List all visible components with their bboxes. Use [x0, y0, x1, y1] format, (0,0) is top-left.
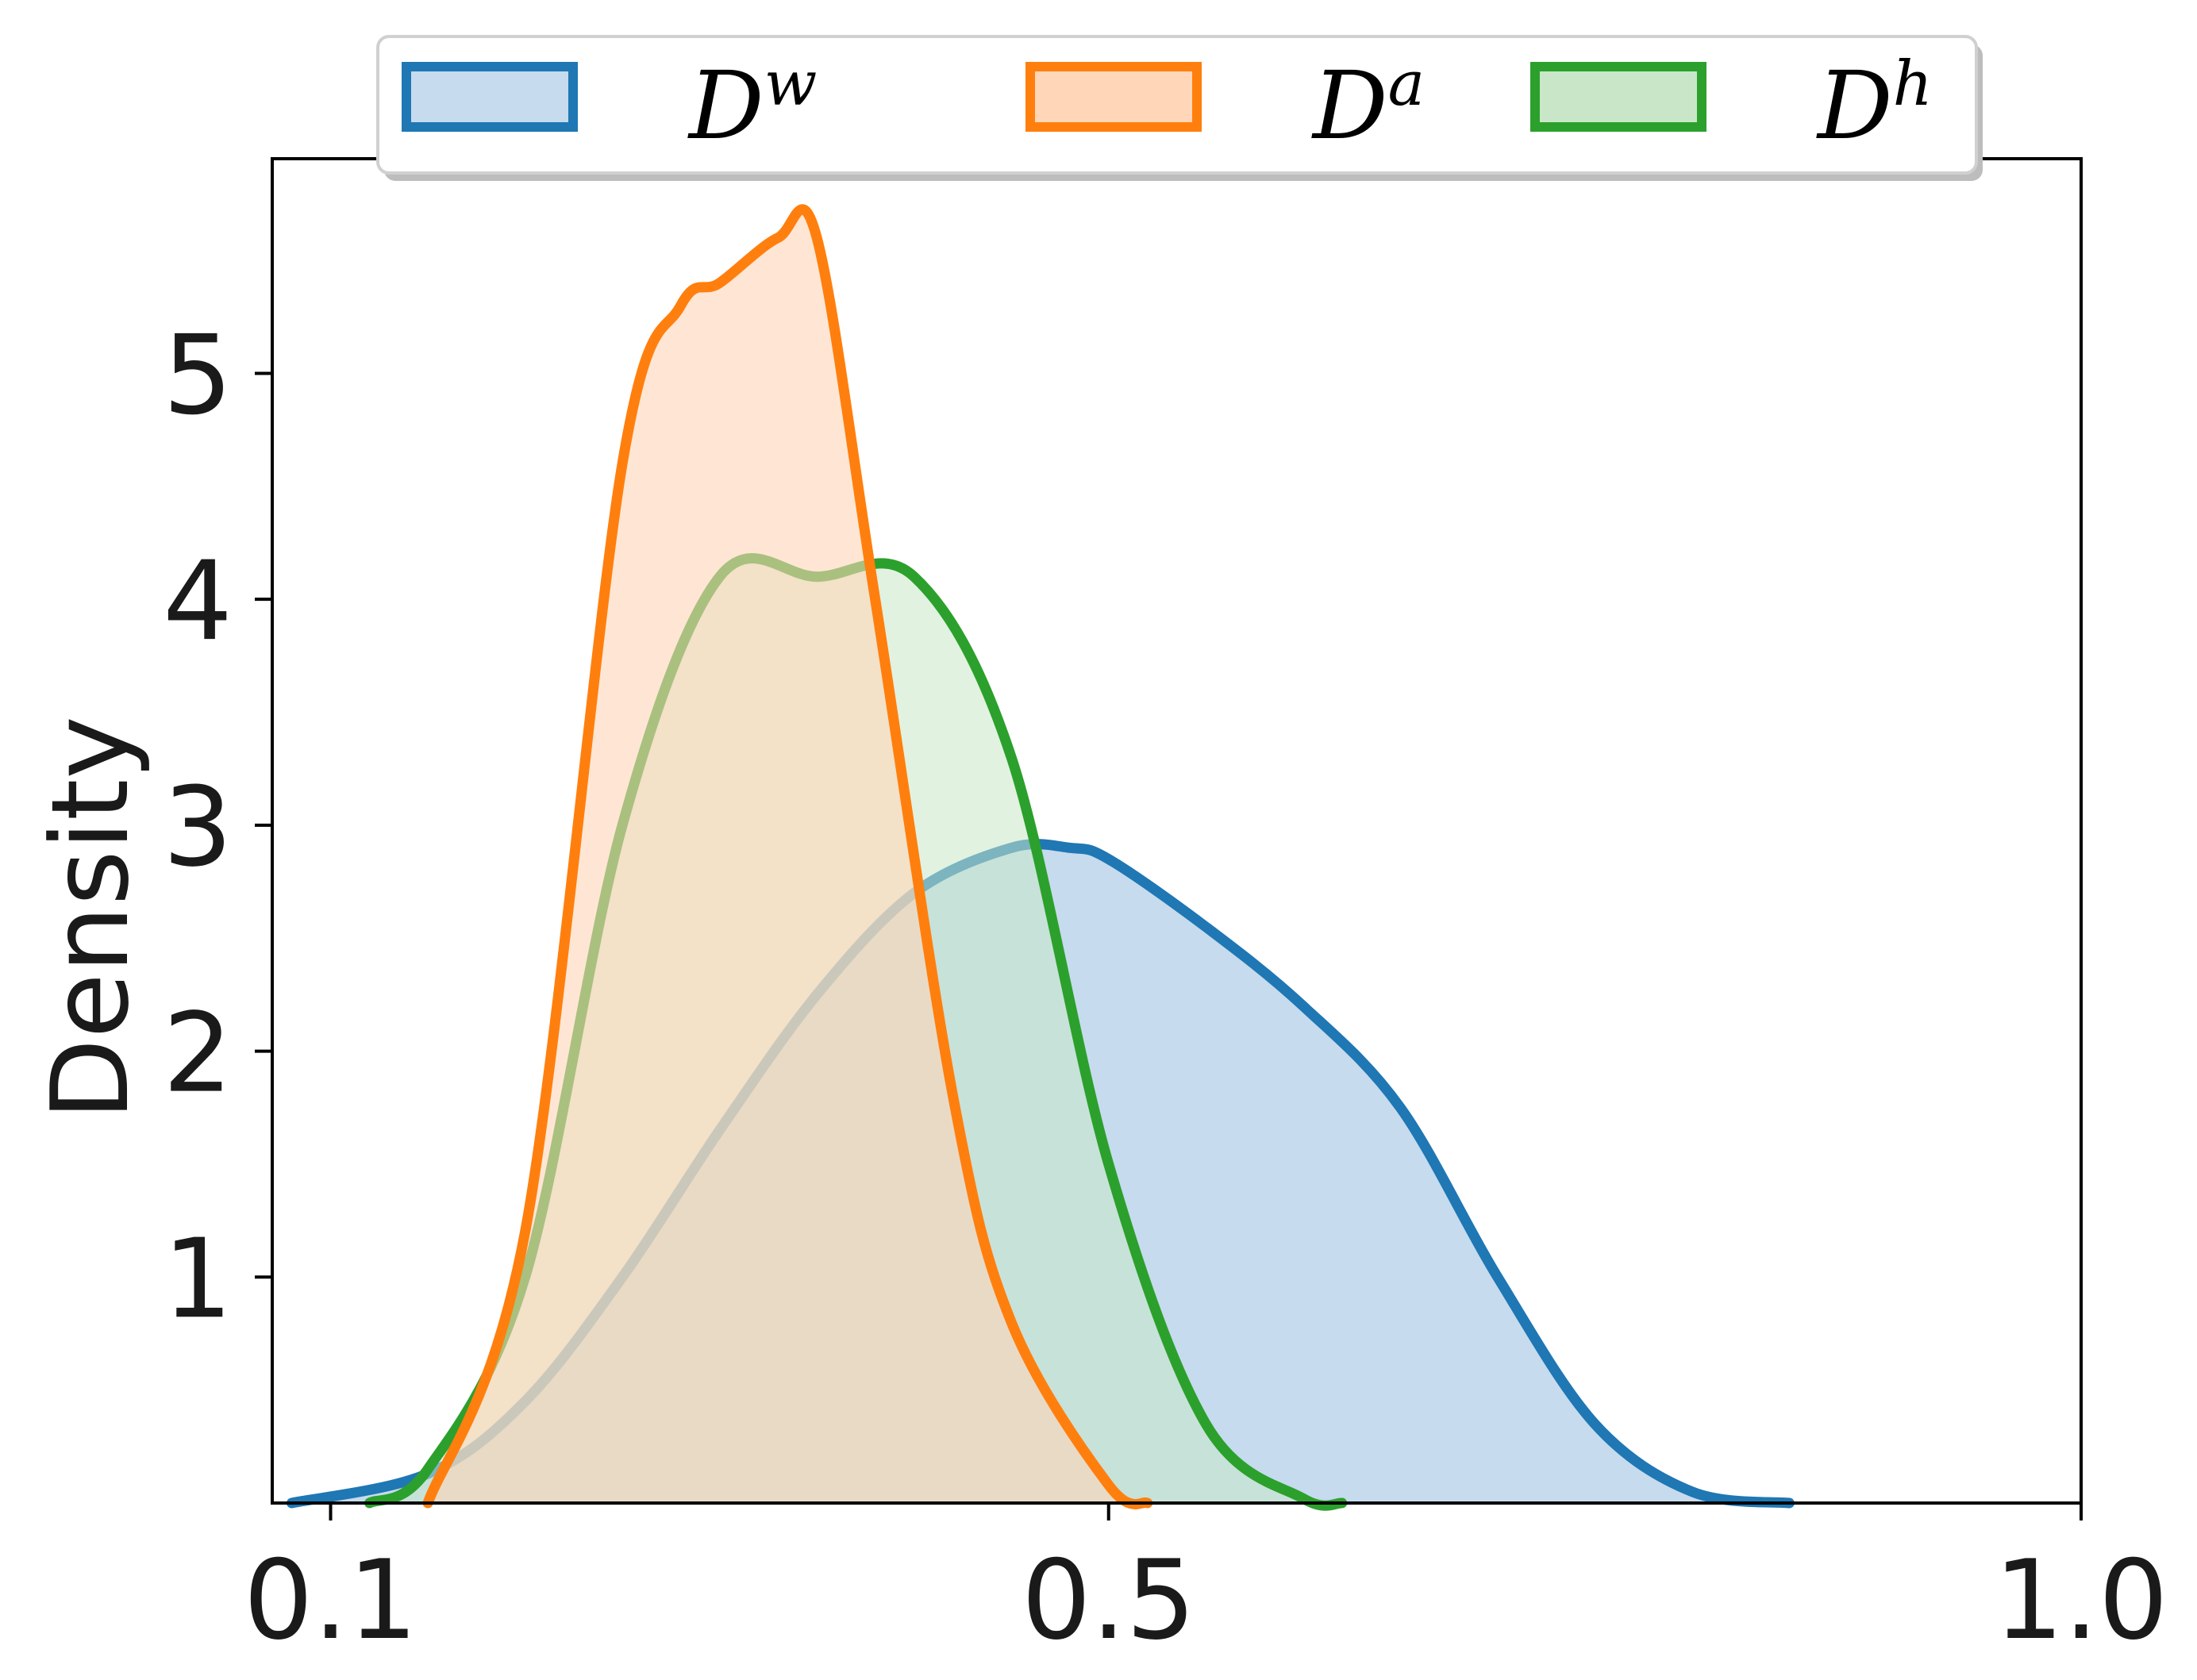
x-tick-label: 0.5	[1022, 1536, 1195, 1664]
series-layer	[287, 204, 1795, 1511]
y-axis-title: Density	[29, 716, 152, 1120]
y-tick-label: 1	[163, 1215, 233, 1343]
series-a	[422, 204, 1153, 1509]
x-tick-label: 0.1	[244, 1536, 417, 1664]
legend-label-h: Dh	[1816, 48, 1933, 160]
y-tick-label: 2	[163, 990, 233, 1117]
legend: Dw Da Dh	[376, 35, 1983, 181]
y-tick-label: 4	[163, 537, 233, 665]
x-tick-label: 1.0	[1994, 1536, 2168, 1664]
legend-swatch-a	[1025, 62, 1202, 132]
legend-label-a: Da	[1311, 48, 1425, 160]
y-tick-label: 5	[163, 311, 233, 439]
y-axis: 1 2 3 4 5	[163, 311, 272, 1343]
legend-swatch-h	[1530, 62, 1706, 132]
y-tick-label: 3	[163, 763, 233, 891]
series-a-line	[422, 204, 1153, 1509]
x-axis: 0.1 0.5 1.0	[244, 1503, 2168, 1664]
legend-swatch-w	[402, 62, 578, 132]
legend-label-w: Dw	[687, 48, 817, 160]
